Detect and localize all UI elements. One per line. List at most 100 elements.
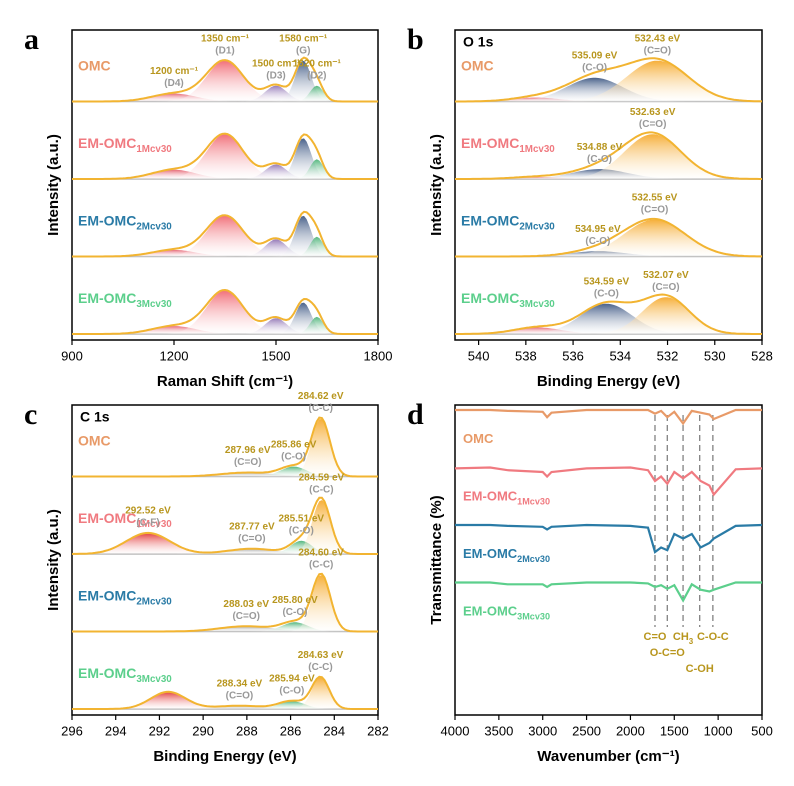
- x-tick-label: 292: [149, 723, 171, 738]
- envelope: [72, 56, 378, 103]
- y-axis-title: Intensity (a.u.): [45, 134, 62, 236]
- peak-tag: (C-O): [582, 62, 607, 73]
- peak-tag: (C-O): [282, 607, 307, 618]
- envelope: [72, 288, 378, 335]
- fit-peak: [72, 419, 378, 477]
- peak-label: 532.63 eV: [630, 107, 676, 118]
- sample-label: EM-OMC2Mcv30: [78, 212, 172, 232]
- sample-subscript: 2Mcv30: [136, 222, 172, 233]
- y-axis-title: Transmittance (%): [428, 495, 445, 624]
- peak-tag: (C=O): [652, 282, 680, 293]
- marker-label: C=O: [644, 631, 667, 643]
- fit-peak: [72, 326, 378, 334]
- panel-title: C 1s: [80, 409, 110, 425]
- peak-tag: (D1): [215, 45, 234, 56]
- peak-label: 284.59 eV: [299, 473, 345, 484]
- sample-name: EM-OMC: [461, 290, 519, 306]
- sample-name: EM-OMC: [78, 290, 136, 306]
- sample-label: OMC: [463, 431, 494, 446]
- fit-peak: [455, 60, 762, 102]
- peak-tag: (C-C): [308, 662, 332, 673]
- peak-tag: (C-C): [309, 403, 333, 414]
- x-tick-label: 900: [61, 348, 83, 363]
- peak-tag: (G): [296, 45, 310, 56]
- fit-peak: [72, 215, 378, 257]
- x-tick-label: 1200: [160, 348, 189, 363]
- peak-tag: (C=O): [644, 45, 672, 56]
- sample-subscript: 2Mcv30: [136, 597, 172, 608]
- peak-label: 288.34 eV: [217, 678, 263, 689]
- panel-letter: c: [24, 398, 37, 431]
- peak-tag: (C=O): [226, 690, 254, 701]
- fit-peak: [72, 169, 378, 179]
- sample-name: OMC: [78, 432, 111, 448]
- envelope: [455, 57, 763, 103]
- x-tick-label: 1000: [704, 723, 733, 738]
- peak-tag: (D3): [266, 70, 285, 81]
- fit-peak: [72, 302, 378, 334]
- marker-subscript: 3: [689, 637, 694, 646]
- x-tick-label: 296: [61, 723, 83, 738]
- sample-label: EM-OMC1Mcv30: [78, 135, 172, 155]
- panel-letter: b: [407, 23, 424, 56]
- peak-tag: (D4): [164, 78, 183, 89]
- peak-label: 532.55 eV: [632, 192, 678, 203]
- sample-name: OMC: [463, 431, 494, 446]
- plot-frame: [71, 29, 379, 341]
- peak-label: 285.86 eV: [271, 439, 317, 450]
- sample-label: EM-OMC2Mcv30: [461, 212, 555, 232]
- x-tick-label: 294: [105, 723, 127, 738]
- x-tick-label: 540: [468, 348, 490, 363]
- sample-name: EM-OMC: [461, 135, 519, 151]
- sample-name: OMC: [461, 57, 494, 73]
- marker-label: C-O-C: [697, 631, 729, 643]
- peak-label: 1620 cm⁻¹: [293, 58, 342, 69]
- fit-peak: [72, 575, 378, 632]
- envelope: [72, 132, 378, 180]
- sample-subscript: 1Mcv30: [517, 497, 550, 507]
- peak-tag: (C=O): [234, 457, 262, 468]
- marker-text: CH: [673, 631, 689, 643]
- sample-subscript: 2Mcv30: [517, 554, 550, 564]
- sample-name: EM-OMC: [78, 587, 136, 603]
- envelope: [455, 217, 762, 258]
- fit-peak: [72, 626, 378, 632]
- x-tick-label: 1500: [660, 723, 689, 738]
- x-tick-label: 1800: [364, 348, 393, 363]
- plot-frame: [71, 404, 379, 716]
- fit-peak: [72, 85, 378, 102]
- peak-label: 287.77 eV: [229, 521, 275, 532]
- sample-subscript: 1Mcv30: [136, 519, 172, 530]
- panel-title: O 1s: [463, 34, 494, 50]
- marker-label: CH3: [673, 631, 694, 646]
- peak-label: 284.62 eV: [298, 391, 344, 402]
- fit-peak: [72, 134, 378, 179]
- peak-tag: (C=O): [641, 204, 669, 215]
- fit-peak: [72, 236, 378, 257]
- peak-label: 532.07 eV: [643, 270, 689, 281]
- peak-label: 284.63 eV: [298, 650, 344, 661]
- peak-tag: (C=O): [232, 611, 260, 622]
- marker-text: C-O-C: [697, 631, 729, 643]
- marker-label: O-C=O: [650, 647, 686, 659]
- fit-peak: [455, 327, 762, 334]
- marker-label: C-OH: [686, 663, 714, 675]
- envelope: [72, 572, 378, 633]
- peak-label: 285.80 eV: [272, 595, 318, 606]
- peak-label: 288.03 eV: [223, 599, 269, 610]
- y-axis-title: Intensity (a.u.): [428, 134, 445, 236]
- sample-name: EM-OMC: [78, 212, 136, 228]
- plot-frame: [454, 404, 763, 716]
- fit-peak: [72, 316, 378, 334]
- peak-tag: (C-C): [309, 485, 333, 496]
- peak-tag: (C-O): [279, 686, 304, 697]
- fit-peak: [72, 60, 378, 102]
- x-tick-label: 1500: [262, 348, 291, 363]
- sample-subscript: 3Mcv30: [136, 674, 172, 685]
- x-tick-label: 532: [657, 348, 679, 363]
- envelope: [71, 496, 378, 555]
- panel-letter: d: [407, 398, 424, 431]
- spectrum-line: [454, 466, 763, 497]
- sample-label: OMC: [78, 57, 111, 73]
- fit-peak: [72, 215, 378, 257]
